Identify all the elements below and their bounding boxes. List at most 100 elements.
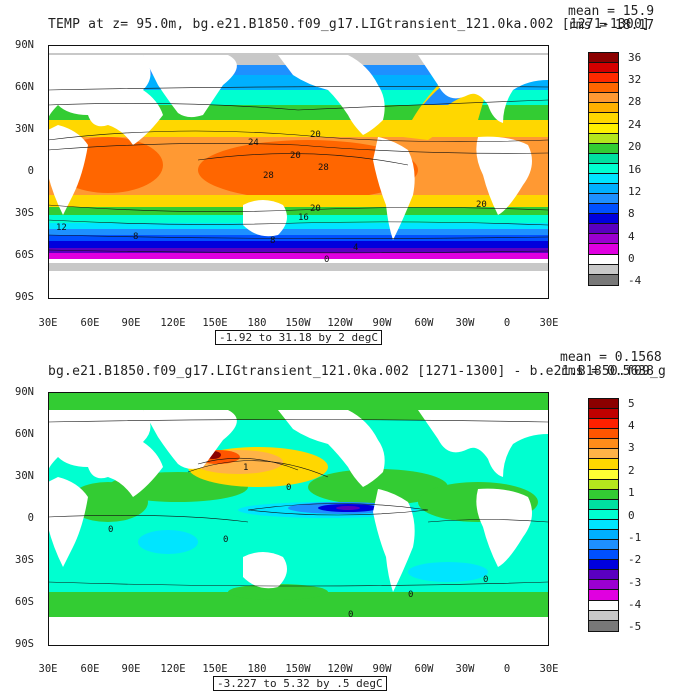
lon-tick: 180: [247, 317, 267, 329]
colorbar-swatch: [589, 610, 618, 621]
lon-tick: 0: [503, 317, 511, 329]
colorbar-tick: -4: [628, 598, 642, 611]
colorbar-swatch: [589, 103, 618, 114]
lon-tick: 150W: [285, 663, 311, 675]
colorbar-tick: -4: [628, 274, 642, 287]
panel1-mean: mean = 15.9: [568, 4, 655, 19]
contour-label: 0: [348, 610, 353, 620]
lon-tick: 120W: [327, 317, 353, 329]
lon-tick: 30W: [455, 317, 475, 329]
panel1-colorbar: [588, 52, 619, 286]
colorbar-tick: -5: [628, 620, 642, 633]
contour-label: 4: [353, 243, 358, 253]
colorbar-swatch: [589, 173, 618, 185]
colorbar-swatch: [589, 93, 618, 104]
panel1-range-label: -1.92 to 31.18 by 2 degC: [215, 330, 382, 345]
panel2-map: 1 0 0 0 0 0 0: [48, 392, 548, 645]
lon-tick: 30E: [38, 317, 58, 329]
lon-tick: 30E: [539, 317, 559, 329]
colorbar-tick: 5: [628, 397, 635, 410]
contour-label: 0: [324, 255, 329, 265]
colorbar-tick: 4: [628, 419, 635, 432]
contour-label: 8: [133, 232, 138, 242]
contour-label: 1: [243, 463, 248, 473]
colorbar-tick: -3: [628, 576, 642, 589]
colorbar-swatch: [589, 519, 618, 531]
contour-label: 20: [310, 204, 321, 214]
lat-tick: 60S: [15, 596, 34, 608]
colorbar-swatch: [589, 244, 618, 255]
lat-tick: 90N: [15, 39, 34, 51]
colorbar-swatch: [589, 449, 618, 460]
contour-label: 0: [223, 535, 228, 545]
lon-tick: 0: [503, 663, 511, 675]
colorbar-swatch: [589, 560, 618, 571]
lon-tick: 60E: [80, 663, 100, 675]
lon-tick: 30E: [38, 663, 58, 675]
lat-tick: 90N: [15, 386, 34, 398]
lat-tick: 90S: [15, 638, 34, 650]
colorbar-swatch: [589, 133, 618, 144]
colorbar-swatch: [589, 620, 618, 631]
contour-label: 20: [310, 130, 321, 140]
colorbar-swatch: [589, 113, 618, 124]
colorbar-swatch: [589, 214, 618, 225]
lon-tick: 150E: [202, 317, 228, 329]
colorbar-swatch: [589, 550, 618, 561]
lon-tick: 120E: [160, 663, 186, 675]
contour-label: 28: [318, 163, 329, 173]
panel2-map-frame: [48, 392, 549, 646]
colorbar-swatch: [589, 489, 618, 500]
contour-label: 8: [270, 236, 275, 246]
lon-tick: 120W: [327, 663, 353, 675]
colorbar-swatch: [589, 590, 618, 601]
contour-label: 20: [290, 151, 301, 161]
colorbar-tick: 2: [628, 464, 635, 477]
colorbar-swatch: [589, 459, 618, 470]
colorbar-tick: 24: [628, 118, 642, 131]
colorbar-swatch: [589, 254, 618, 265]
colorbar-tick: 3: [628, 441, 635, 454]
colorbar-tick: 8: [628, 207, 635, 220]
colorbar-swatch: [589, 580, 618, 591]
lon-tick: 90E: [121, 663, 141, 675]
contour-label: 16: [298, 213, 309, 223]
panel1-map-frame: [48, 45, 549, 299]
panel1-title: TEMP at z= 95.0m, bg.e21.B1850.f09_g17.L…: [48, 17, 650, 32]
colorbar-swatch: [589, 274, 618, 285]
lon-tick: 120E: [160, 317, 186, 329]
colorbar-swatch: [589, 234, 618, 245]
colorbar-swatch: [589, 600, 618, 611]
colorbar-swatch: [589, 224, 618, 235]
colorbar-tick: 20: [628, 140, 642, 153]
colorbar-swatch: [589, 184, 618, 195]
colorbar-swatch: [589, 143, 618, 154]
colorbar-tick: 1: [628, 486, 635, 499]
colorbar-swatch: [589, 509, 618, 520]
lon-tick: 150E: [202, 663, 228, 675]
contour-label: 0: [408, 590, 413, 600]
contour-label: 24: [248, 138, 259, 148]
contour-label: 28: [263, 171, 274, 181]
colorbar-tick: 0: [628, 509, 635, 522]
panel2-mean: mean = 0.1568: [560, 350, 662, 365]
colorbar-swatch: [589, 73, 618, 84]
lat-tick: 0: [27, 512, 34, 524]
contour-label: 20: [476, 200, 487, 210]
lon-tick: 30E: [539, 663, 559, 675]
colorbar-swatch: [589, 264, 618, 275]
colorbar-tick: 28: [628, 95, 642, 108]
colorbar-swatch: [589, 63, 618, 74]
colorbar-tick: 4: [628, 230, 635, 243]
colorbar-tick: 12: [628, 185, 642, 198]
panel2-title: bg.e21.B1850.f09_g17.LIGtransient_121.0k…: [48, 364, 667, 379]
lon-tick: 30W: [455, 663, 475, 675]
colorbar-swatch: [589, 204, 618, 215]
colorbar-tick: 16: [628, 163, 642, 176]
colorbar-swatch: [589, 123, 618, 134]
lat-tick: 30S: [15, 207, 34, 219]
colorbar-swatch: [589, 194, 618, 205]
contour-label: 0: [286, 483, 291, 493]
colorbar-swatch: [589, 479, 618, 490]
colorbar-swatch: [589, 409, 618, 420]
